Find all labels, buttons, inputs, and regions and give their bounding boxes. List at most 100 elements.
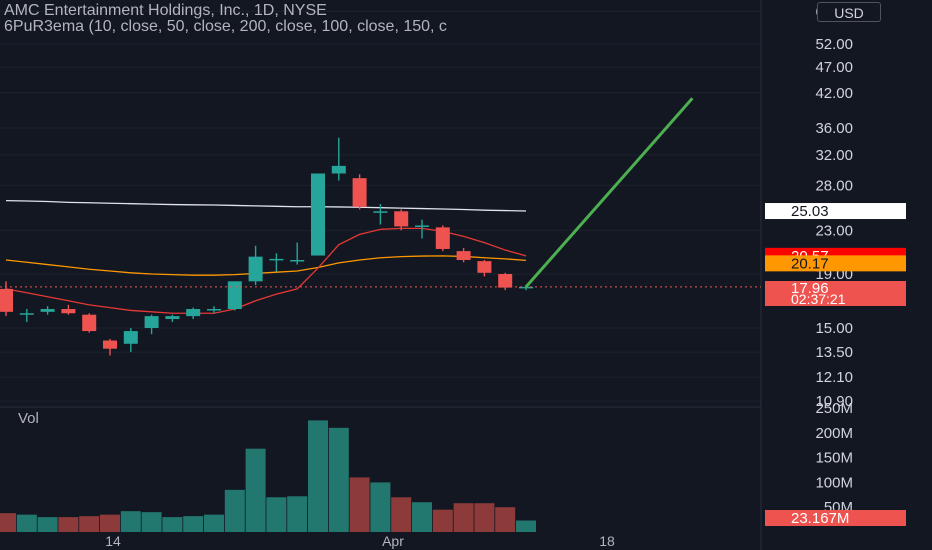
candle	[331, 137, 346, 181]
tag-ema-white: 25.03	[791, 203, 829, 220]
volume-bar	[412, 502, 432, 532]
volume-bar	[287, 496, 308, 532]
candle	[248, 245, 263, 286]
price-axis-label: 52.00	[815, 36, 853, 53]
candle	[165, 314, 180, 322]
candle-body	[435, 227, 450, 249]
candle-body	[207, 309, 221, 311]
candle	[290, 242, 305, 265]
candle	[186, 307, 201, 320]
volume-bar	[100, 514, 120, 532]
ema-white-line	[5, 199, 527, 212]
tag-last-price-bg	[765, 281, 906, 306]
candle-body	[0, 288, 13, 312]
volume-bar	[183, 516, 204, 532]
candle	[269, 253, 284, 272]
candle	[477, 260, 492, 277]
volume-bar	[266, 497, 287, 532]
volume-bar	[349, 477, 370, 532]
price-axis-label: 42.00	[815, 85, 853, 102]
volume-axis-label: 150M	[815, 450, 853, 467]
volume-axis-label: 250M	[815, 400, 853, 417]
tag-ema-orange: 20.17	[791, 255, 829, 272]
symbol-title[interactable]: AMC Entertainment Holdings, Inc., 1D, NY…	[4, 2, 327, 19]
candle-body	[269, 258, 284, 261]
volume-bar	[204, 514, 224, 532]
candle-body	[103, 340, 117, 349]
candle	[311, 173, 325, 256]
trend-line[interactable]	[524, 97, 694, 288]
price-axis-label: 47.00	[815, 59, 853, 76]
candle	[394, 209, 409, 231]
volume-bar	[495, 507, 516, 532]
price-axis-label: 28.00	[815, 177, 853, 194]
volume-bar	[245, 448, 266, 532]
volume-axis-label: 100M	[815, 474, 853, 491]
volume-bars	[0, 420, 536, 532]
price-axis-label: 15.00	[815, 320, 853, 337]
ema-orange-line	[5, 255, 527, 276]
volume-bar	[328, 427, 349, 532]
candle-body	[373, 211, 388, 213]
volume-bar	[224, 489, 245, 532]
candle	[19, 309, 34, 322]
candles	[0, 137, 533, 356]
ema-lines	[5, 199, 527, 314]
price-axis-label: 23.00	[815, 222, 853, 239]
candle-body	[331, 165, 346, 174]
volume-bar	[308, 420, 328, 532]
candle	[40, 306, 55, 315]
tag-volume-last-bg	[765, 510, 906, 526]
tag-ema-white-bg	[765, 203, 906, 220]
currency-button[interactable]: USD	[817, 2, 881, 22]
price-axis-label: 36.00	[815, 120, 853, 137]
candle	[227, 281, 242, 311]
volume-bar	[141, 512, 162, 532]
candle-body	[519, 286, 533, 289]
candle-body	[165, 316, 180, 320]
candle-body	[19, 313, 34, 315]
time-axis-label: 14	[105, 533, 121, 549]
candle	[61, 304, 76, 315]
candle-body	[456, 251, 471, 261]
volume-axis-label: 200M	[815, 425, 853, 442]
price-axis-label: 13.50	[815, 344, 853, 361]
candle-body	[227, 281, 242, 310]
tag-ema-orange-bg	[765, 255, 906, 272]
time-axis-label: Apr	[382, 533, 404, 549]
volume-bar	[120, 511, 141, 532]
candle	[82, 313, 97, 333]
candle	[144, 314, 159, 335]
volume-label: Vol	[18, 410, 39, 427]
volume-bar	[162, 517, 183, 532]
candle-body	[352, 178, 367, 207]
time-axis-label: 18	[599, 533, 615, 549]
candle-body	[82, 314, 97, 332]
candle-body	[394, 211, 409, 227]
price-axis-label: 32.00	[815, 147, 853, 164]
candle-body	[498, 273, 513, 288]
candle-body	[290, 260, 305, 262]
candle-body	[477, 261, 492, 273]
candle	[415, 219, 429, 239]
candle-body	[415, 225, 429, 227]
tag-volume-last: 23.167M	[791, 510, 849, 527]
volume-bar	[391, 497, 412, 532]
volume-bar	[516, 520, 536, 532]
tag-countdown: 02:37:21	[791, 291, 846, 307]
indicator-legend[interactable]: 6PuR3ema (10, close, 50, close, 200, clo…	[4, 18, 447, 35]
candle	[498, 272, 513, 291]
candle-body	[248, 256, 263, 282]
time-axis[interactable]: 14 Apr 18	[105, 533, 615, 549]
candle-body	[186, 309, 201, 317]
volume-bar	[58, 517, 79, 532]
candle	[207, 306, 221, 314]
tag-last-price: 17.96	[791, 280, 829, 297]
candle	[123, 328, 138, 353]
price-grid	[0, 10, 761, 402]
candle-body	[144, 316, 159, 328]
price-axis-label: 12.10	[815, 369, 853, 386]
